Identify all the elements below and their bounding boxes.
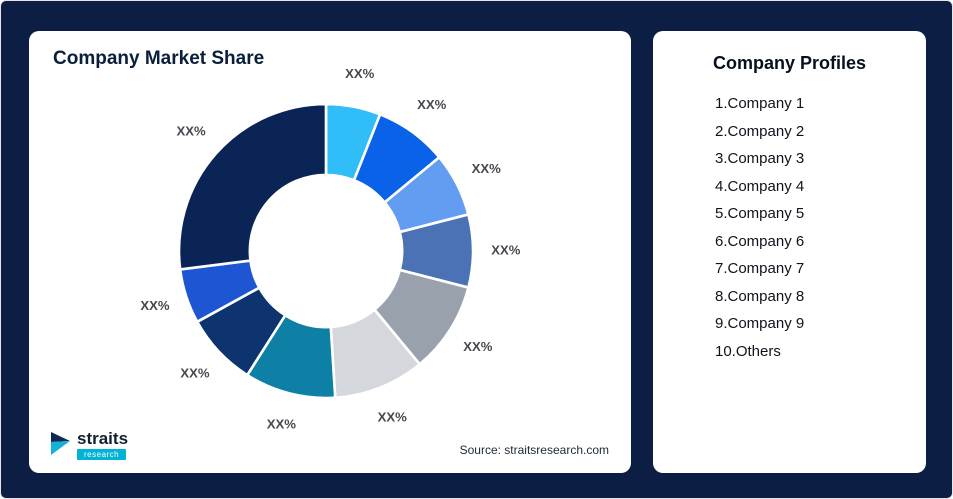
company-list-item: 4.Company 4 bbox=[715, 177, 805, 195]
slice-percentage-label: XX% bbox=[417, 97, 446, 112]
company-list-item: 6.Company 6 bbox=[715, 232, 805, 250]
company-list-item: 1.Company 1 bbox=[715, 95, 805, 112]
company-list-item: 3.Company 3 bbox=[715, 150, 805, 167]
profiles-title: Company Profiles bbox=[712, 53, 867, 73]
slice-percentage-label: XX% bbox=[472, 161, 501, 176]
slice-percentage-label: XX% bbox=[463, 339, 492, 354]
company-profiles-card: Company Profiles 1.Company 1 2.Company 2 3… bbox=[653, 31, 926, 473]
slice-percentage-label: XX% bbox=[140, 298, 169, 313]
company-list-item: 8.Company 8 bbox=[715, 287, 805, 305]
market-share-card: Company Market Share XX% XX% XX% XX% XX% XX% X… bbox=[29, 31, 631, 473]
logo-subtext: research bbox=[77, 449, 127, 460]
source-attribution: Source: straitsresearch.com bbox=[459, 443, 609, 457]
company-list-item: 9.Company 9 bbox=[715, 315, 805, 332]
donut-chart: XX% XX% XX% XX% XX% XX% XX% XX% XX% XX% bbox=[140, 66, 520, 432]
logo-name: straits bbox=[77, 429, 129, 448]
slice-percentage-label: XX% bbox=[180, 366, 209, 381]
company-list-item: 7.Company 7 bbox=[715, 260, 805, 277]
slice-percentage-label: XX% bbox=[177, 124, 206, 139]
company-list: 1.Company 1 2.Company 2 3.Company 3 4.Compa… bbox=[715, 90, 926, 365]
straits-logo: straits research bbox=[49, 430, 128, 460]
company-list-item: 5.Company 5 bbox=[715, 205, 805, 222]
straits-logo-text: straits research bbox=[77, 430, 128, 460]
company-list-item: 10.Others bbox=[715, 342, 781, 360]
slice-percentage-label: XX% bbox=[267, 417, 296, 432]
slice-percentage-label: XX% bbox=[491, 242, 520, 257]
donut-slice bbox=[177, 102, 328, 271]
company-list-item: 2.Company 2 bbox=[715, 122, 805, 140]
chart-title: Company Market Share bbox=[53, 48, 265, 69]
slice-percentage-label: XX% bbox=[345, 66, 374, 81]
straits-logo-icon bbox=[51, 432, 70, 455]
slice-percentage-label: XX% bbox=[378, 410, 407, 425]
